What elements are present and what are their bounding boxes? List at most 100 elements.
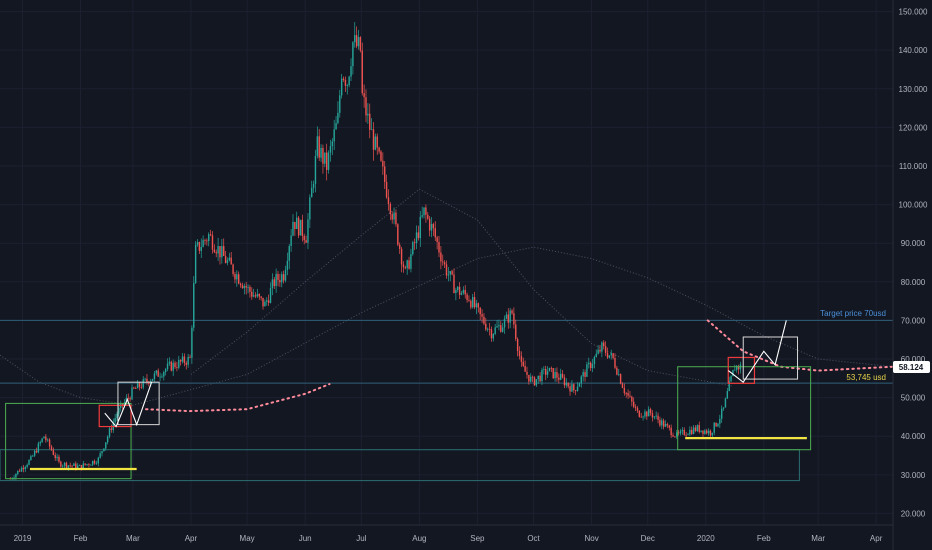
candle-body xyxy=(355,35,358,47)
candle-body xyxy=(661,420,663,426)
projection-curve xyxy=(145,383,331,413)
candle-body xyxy=(226,260,229,263)
x-tick-label: Nov xyxy=(584,534,598,543)
candle-body xyxy=(264,301,266,307)
candle-body xyxy=(657,415,659,420)
candle-body xyxy=(734,369,736,371)
candle-body xyxy=(33,450,36,456)
candle-body xyxy=(372,129,375,150)
candle-body xyxy=(247,286,249,288)
candle-body xyxy=(471,297,474,308)
candle-body xyxy=(732,370,734,377)
candle-body xyxy=(172,362,174,371)
candle-body xyxy=(601,342,603,352)
candle-body xyxy=(651,413,654,418)
candle-body xyxy=(569,386,571,392)
candle-body xyxy=(402,264,405,268)
candle-body xyxy=(28,460,30,465)
moving-average-line xyxy=(190,188,733,387)
candle-body xyxy=(284,269,287,281)
candle-body xyxy=(490,329,493,339)
candle-body xyxy=(629,395,631,397)
candle-body xyxy=(408,260,410,269)
candle-body xyxy=(535,379,538,386)
green-box xyxy=(677,366,812,451)
moving-average-line xyxy=(0,246,894,406)
candle-body xyxy=(500,325,502,332)
annotation-boxes[interactable] xyxy=(5,336,812,480)
candle-body xyxy=(689,429,691,435)
zigzag-projection xyxy=(727,320,787,383)
candle-body xyxy=(616,367,618,375)
candle-body xyxy=(674,436,676,438)
y-tick-label: 120.000 xyxy=(899,123,928,132)
candle-body xyxy=(237,274,240,284)
candle-body xyxy=(470,300,472,308)
candle-body xyxy=(135,388,137,389)
candle-body xyxy=(541,369,543,382)
candle-body xyxy=(84,463,86,465)
candle-body xyxy=(359,37,362,51)
candle-body xyxy=(449,271,451,275)
projection-zigzags[interactable] xyxy=(104,320,787,428)
candle-body xyxy=(464,289,466,295)
candle-body xyxy=(561,373,564,378)
candle-body xyxy=(413,242,416,244)
candle-body xyxy=(39,442,41,444)
candle-body xyxy=(417,232,420,239)
candle-body xyxy=(608,355,611,358)
candle-body xyxy=(709,430,712,436)
support-lines[interactable] xyxy=(29,437,807,471)
candle-body xyxy=(619,374,622,384)
candle-body xyxy=(621,383,624,388)
candle-body xyxy=(397,224,399,245)
candle-body xyxy=(646,411,648,417)
candle-body xyxy=(106,436,109,443)
candle-body xyxy=(95,463,98,465)
last-price-tag: 58.124 xyxy=(893,361,930,373)
candle-body xyxy=(189,356,191,358)
candle-body xyxy=(118,407,120,414)
candle-body xyxy=(427,214,429,219)
candle-body xyxy=(164,369,167,372)
candle-body xyxy=(516,338,519,352)
price-axis[interactable]: 20.000 30.000 40.000 50.000 60.000 70.000 80.0… xyxy=(899,8,928,519)
candle-body xyxy=(533,377,536,386)
candle-body xyxy=(370,129,373,131)
candle-body xyxy=(415,232,418,244)
x-tick-label: Feb xyxy=(74,534,88,543)
candle-body xyxy=(503,318,506,328)
candle-body xyxy=(69,465,71,467)
candle-body xyxy=(404,267,407,269)
candle-body xyxy=(498,325,500,327)
candle-body xyxy=(314,155,317,184)
time-axis[interactable]: 2019 Feb Mar Apr May Jun Jul Aug Sep Oct Nov Dec 202… xyxy=(14,534,883,543)
candle-body xyxy=(649,409,652,414)
candle-body xyxy=(75,463,77,469)
candle-body xyxy=(230,257,232,265)
candle-body xyxy=(140,387,143,388)
candle-body xyxy=(99,453,101,458)
candle-body xyxy=(228,257,231,261)
candle-body xyxy=(578,383,581,387)
candle-body xyxy=(442,261,444,263)
candle-body xyxy=(196,242,199,245)
candle-body xyxy=(700,430,702,432)
candle-body xyxy=(520,356,523,362)
y-tick-label: 90.000 xyxy=(901,239,926,248)
white-box xyxy=(117,381,160,426)
candle-body xyxy=(445,264,448,276)
y-tick-label: 140.000 xyxy=(899,46,928,55)
x-tick-label: 2019 xyxy=(14,534,32,543)
candle-body xyxy=(631,396,633,402)
candle-body xyxy=(644,411,646,417)
candle-body xyxy=(37,443,40,453)
candle-body xyxy=(86,464,88,465)
candle-body xyxy=(511,310,513,314)
candle-body xyxy=(277,273,279,281)
candle-body xyxy=(496,326,498,328)
candle-body xyxy=(642,416,644,418)
candle-body xyxy=(571,384,573,392)
candle-body xyxy=(387,197,390,205)
